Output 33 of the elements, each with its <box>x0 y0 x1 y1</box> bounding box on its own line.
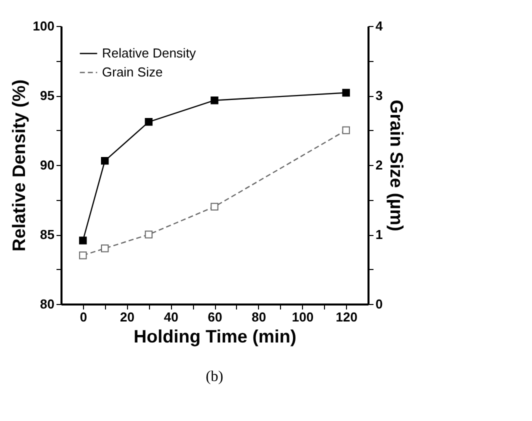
x-axis-title: Holding Time (min) <box>134 326 296 346</box>
y-tick-label: 85 <box>40 227 54 242</box>
y2-tick-label: 1 <box>376 227 383 242</box>
y2-tick-label: 3 <box>376 88 383 103</box>
point <box>210 202 218 211</box>
y-tick-label: 95 <box>40 88 54 103</box>
point <box>210 96 218 104</box>
x-tick-label: 20 <box>120 310 135 324</box>
y-tick-label: 80 <box>40 296 54 312</box>
x-tick-label: 60 <box>208 310 222 324</box>
legend-label: Grain Size <box>102 64 163 80</box>
y2-tick-label: 4 <box>376 18 384 34</box>
point <box>342 126 350 134</box>
point <box>79 251 87 260</box>
x-tick-label: 40 <box>164 310 178 324</box>
point <box>342 88 350 97</box>
x-tick-label: 0 <box>80 310 88 324</box>
y-axis-title: Relative Density (%) <box>8 79 29 252</box>
text: (b) <box>206 369 224 385</box>
legend-label: Relative Density <box>102 46 196 60</box>
point <box>101 244 109 252</box>
x-tick-label: 100 <box>292 310 314 324</box>
point <box>79 236 87 244</box>
point <box>144 230 153 238</box>
y2-tick-label: 0 <box>376 296 383 312</box>
x-tick-label: 120 <box>336 310 358 324</box>
point <box>144 118 153 126</box>
point <box>101 156 109 165</box>
y2-tick-label: 2 <box>376 158 383 172</box>
y-tick-label: 100 <box>32 18 54 34</box>
y-tick-label: 90 <box>40 158 54 172</box>
x-tick-label: 80 <box>252 310 266 324</box>
y2-axis-title: Grain Size (µm) <box>386 100 407 232</box>
